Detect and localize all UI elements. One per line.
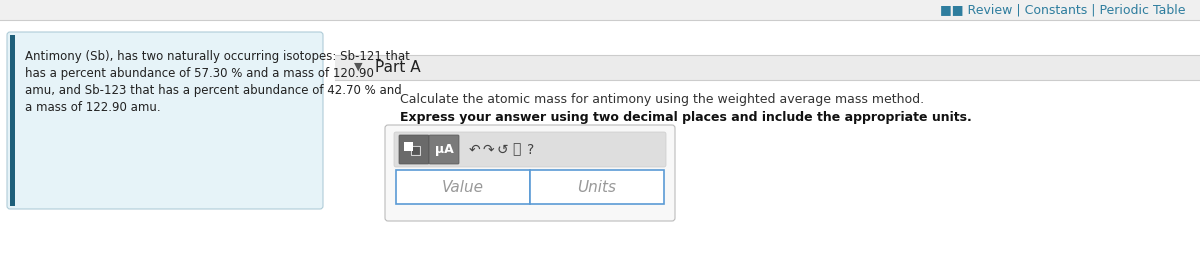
Bar	[335, 55, 1200, 80]
Text: ↺: ↺	[496, 143, 508, 157]
Text: ?: ?	[527, 143, 535, 157]
Text: ■■ Review | Constants | Periodic Table: ■■ Review | Constants | Periodic Table	[940, 3, 1186, 16]
Text: ↷: ↷	[482, 143, 494, 157]
Bar	[404, 141, 413, 151]
FancyBboxPatch shape	[385, 125, 674, 221]
Text: Calculate the atomic mass for antimony using the weighted average mass method.: Calculate the atomic mass for antimony u…	[400, 93, 924, 106]
Text: ▼: ▼	[354, 62, 362, 72]
Text: Units: Units	[577, 180, 617, 194]
Text: ⎕: ⎕	[512, 143, 520, 157]
FancyBboxPatch shape	[7, 32, 323, 209]
FancyBboxPatch shape	[430, 135, 458, 164]
Bar	[0, 0, 1200, 20]
Text: has a percent abundance of 57.30 % and a mass of 120.90: has a percent abundance of 57.30 % and a…	[25, 67, 374, 80]
Text: Value: Value	[442, 180, 484, 194]
FancyBboxPatch shape	[396, 170, 530, 204]
Bar	[410, 145, 420, 155]
Text: μA: μA	[434, 143, 454, 156]
Text: Part A: Part A	[374, 60, 421, 74]
Text: ↶: ↶	[468, 143, 480, 157]
Bar	[410, 145, 420, 155]
Text: Express your answer using two decimal places and include the appropriate units.: Express your answer using two decimal pl…	[400, 111, 972, 124]
Bar	[10, 35, 14, 206]
Text: a mass of 122.90 amu.: a mass of 122.90 amu.	[25, 101, 161, 114]
Text: Antimony (Sb), has two naturally occurring isotopes: Sb-121 that: Antimony (Sb), has two naturally occurri…	[25, 50, 410, 63]
FancyBboxPatch shape	[398, 135, 430, 164]
Text: amu, and Sb-123 that has a percent abundance of 42.70 % and: amu, and Sb-123 that has a percent abund…	[25, 84, 402, 97]
FancyBboxPatch shape	[530, 170, 664, 204]
FancyBboxPatch shape	[394, 132, 666, 167]
